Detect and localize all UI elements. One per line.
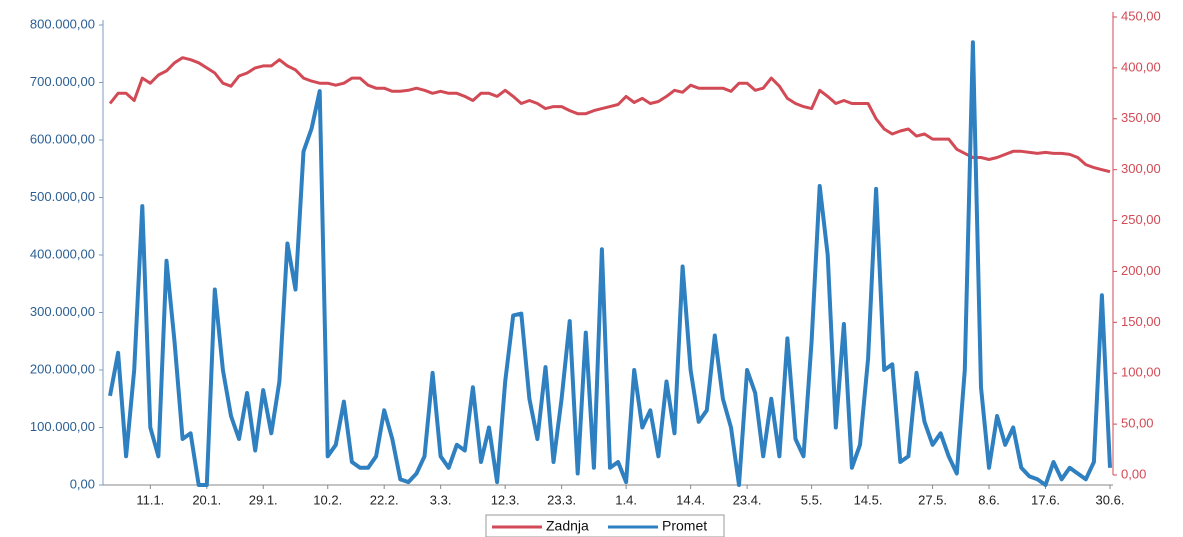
y2-tick-label: 250,00 xyxy=(1121,212,1161,227)
y-tick-label: 100.000,00 xyxy=(30,419,95,434)
series-line xyxy=(108,40,1112,487)
series-line xyxy=(108,56,1111,174)
x-tick-label: 23.3. xyxy=(547,492,576,507)
y2-tick-label: 450,00 xyxy=(1121,8,1161,23)
legend-box xyxy=(485,514,725,537)
x-tick-label: 10.2. xyxy=(313,492,342,507)
x-tick-label: 14.5. xyxy=(854,492,883,507)
x-tick-label: 22.2. xyxy=(370,492,399,507)
x-tick-label: 3.3. xyxy=(430,492,452,507)
y2-tick-label: 150,00 xyxy=(1121,314,1161,329)
y2-tick-label: 300,00 xyxy=(1121,161,1161,176)
y-tick-label: 800.000,00 xyxy=(30,16,95,31)
legend-label: Zadnja xyxy=(546,518,589,534)
x-tick-label: 1.4. xyxy=(615,492,637,507)
y-tick-label: 600.000,00 xyxy=(30,131,95,146)
x-tick-label: 30.6. xyxy=(1096,492,1125,507)
y2-tick-label: 100,00 xyxy=(1121,365,1161,380)
x-tick-label: 8.6. xyxy=(978,492,1000,507)
y2-tick-label: 350,00 xyxy=(1121,110,1161,125)
x-tick-label: 29.1. xyxy=(249,492,278,507)
x-tick-label: 5.5. xyxy=(801,492,823,507)
x-tick-label: 17.6. xyxy=(1031,492,1060,507)
y-tick-label: 200.000,00 xyxy=(30,361,95,376)
y2-tick-label: 0,00 xyxy=(1121,466,1146,481)
x-tick-label: 12.3. xyxy=(491,492,520,507)
y-tick-label: 700.000,00 xyxy=(30,74,95,89)
x-tick-label: 23.4. xyxy=(733,492,762,507)
y-tick-label: 300.000,00 xyxy=(30,304,95,319)
legend-label: Promet xyxy=(662,518,707,534)
x-tick-label: 14.4. xyxy=(676,492,705,507)
x-tick-label: 27.5. xyxy=(918,492,947,507)
y-tick-label: 500.000,00 xyxy=(30,189,95,204)
y-tick-label: 0,00 xyxy=(70,476,95,491)
y2-tick-label: 400,00 xyxy=(1121,59,1161,74)
y2-tick-label: 50,00 xyxy=(1121,416,1154,431)
y2-tick-label: 200,00 xyxy=(1121,263,1161,278)
y-tick-label: 400.000,00 xyxy=(30,246,95,261)
x-tick-label: 11.1. xyxy=(136,492,164,507)
x-tick-label: 20.1. xyxy=(192,492,221,507)
